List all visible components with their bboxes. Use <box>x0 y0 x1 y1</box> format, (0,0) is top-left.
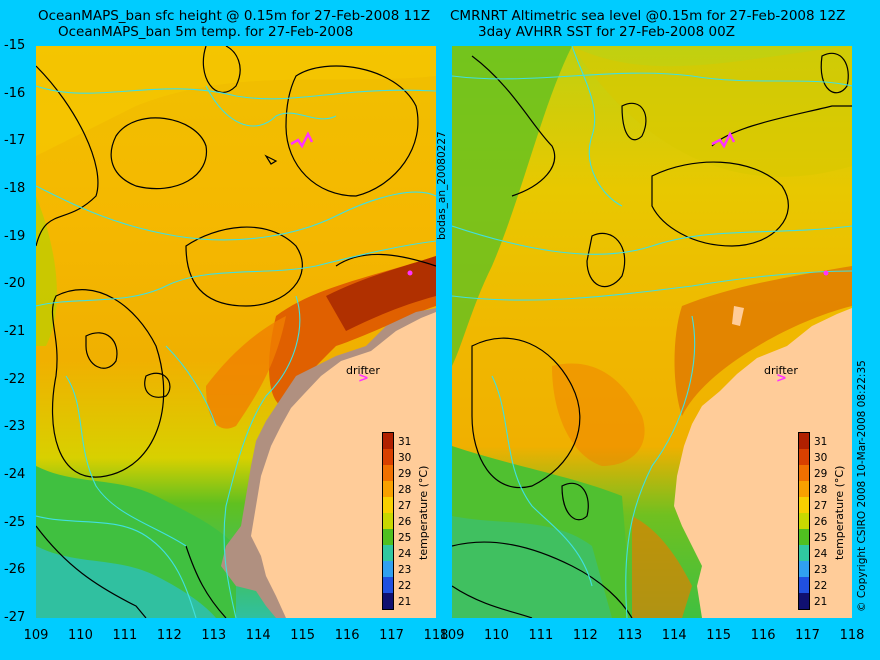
x-axis-label: 116 <box>334 628 360 643</box>
colorbar-label: 25 <box>398 532 412 544</box>
colorbar-label: 23 <box>814 564 828 576</box>
colorbar-label: 23 <box>398 564 412 576</box>
colorbar-swatch <box>799 465 809 481</box>
right-title-line2: 3day AVHRR SST for 27-Feb-2008 00Z <box>478 24 735 40</box>
colorbar-swatch <box>383 497 393 513</box>
x-axis-label: 115 <box>706 628 732 643</box>
x-axis-label: 116 <box>750 628 776 643</box>
colorbar-title: temperature (°C) <box>417 465 430 560</box>
y-axis-label: -24 <box>4 467 26 482</box>
colorbar-label: 25 <box>814 532 828 544</box>
colorbar-label: 24 <box>398 548 412 560</box>
x-axis-label: 114 <box>661 628 687 643</box>
left-title-line1: OceanMAPS_ban sfc height @ 0.15m for 27-… <box>38 8 431 24</box>
colorbar-label: 26 <box>814 516 828 528</box>
colorbar-scale <box>382 432 394 610</box>
colorbar-swatch <box>383 529 393 545</box>
colorbar-swatch <box>383 465 393 481</box>
colorbar-swatch <box>383 449 393 465</box>
right-title-line1: CMRNRT Altimetric sea level @0.15m for 2… <box>450 8 846 24</box>
x-axis-label: 115 <box>290 628 316 643</box>
colorbar-swatch <box>383 481 393 497</box>
x-axis-label: 112 <box>572 628 598 643</box>
colorbar-swatch <box>799 497 809 513</box>
colorbar-swatch <box>799 433 809 449</box>
x-axis-label: 112 <box>156 628 182 643</box>
x-axis-label: 117 <box>795 628 820 643</box>
x-axis-label: 110 <box>68 628 93 643</box>
y-axis-label: -21 <box>4 324 26 339</box>
copyright-label: © Copyright CSIRO 2008 10-Mar-2008 08:22… <box>856 360 868 612</box>
colorbar-label: 21 <box>398 596 412 608</box>
y-axis-label: -18 <box>4 181 26 196</box>
colorbar-swatch <box>799 481 809 497</box>
colorbar-label: 28 <box>398 484 412 496</box>
x-axis-label: 110 <box>484 628 509 643</box>
model-run-label: bodas_an_20080227 <box>436 131 448 240</box>
x-axis-label: 113 <box>201 628 227 643</box>
left-map-panel: drifter > <box>36 46 436 618</box>
colorbar-swatch <box>799 545 809 561</box>
x-axis-label: 114 <box>245 628 271 643</box>
colorbar-label: 31 <box>398 436 412 448</box>
y-axis-label: -27 <box>4 610 26 625</box>
colorbar-swatch <box>799 593 809 609</box>
x-axis-label: 118 <box>839 628 865 643</box>
colorbar-label: 27 <box>398 500 412 512</box>
y-axis-label: -20 <box>4 276 26 292</box>
y-axis-label: -25 <box>4 514 26 530</box>
y-axis-label: -22 <box>4 371 26 387</box>
x-axis-label: 117 <box>379 628 404 643</box>
drifter-marker-left: > <box>358 371 369 386</box>
colorbar-label: 29 <box>814 468 828 480</box>
colorbar-swatch <box>383 545 393 561</box>
x-axis-label: 109 <box>23 628 49 643</box>
left-title-line2: OceanMAPS_ban 5m temp. for 27-Feb-2008 <box>58 24 354 40</box>
left-sst-map <box>36 46 436 618</box>
colorbar-label: 22 <box>398 580 412 592</box>
colorbar-swatch <box>383 577 393 593</box>
colorbar-swatch <box>383 593 393 609</box>
x-axis-label: 109 <box>439 628 465 643</box>
colorbar-swatch <box>799 513 809 529</box>
right-sst-map <box>452 46 852 618</box>
colorbar-swatch <box>383 433 393 449</box>
colorbar-label: 24 <box>814 548 828 560</box>
colorbar-label: 26 <box>398 516 412 528</box>
x-axis-label: 118 <box>423 628 449 643</box>
y-axis-label: -19 <box>4 228 26 244</box>
right-map-panel: drifter > <box>452 46 852 618</box>
colorbar-label: 30 <box>814 452 828 464</box>
colorbar-title: temperature (°C) <box>833 465 846 560</box>
y-axis-label: -15 <box>4 38 26 53</box>
colorbar-swatch <box>383 513 393 529</box>
colorbar-scale <box>798 432 810 610</box>
x-axis-label: 111 <box>528 628 554 643</box>
drifter-marker-right: > <box>776 371 787 386</box>
x-axis-label: 111 <box>112 628 138 643</box>
colorbar-swatch <box>799 449 809 465</box>
colorbar-label: 30 <box>398 452 412 464</box>
drifter-label-left: drifter <box>346 364 380 377</box>
colorbar-label: 27 <box>814 500 828 512</box>
colorbar-swatch <box>799 529 809 545</box>
x-axis-label: 113 <box>617 628 643 643</box>
colorbar-swatch <box>799 561 809 577</box>
colorbar-swatch <box>799 577 809 593</box>
colorbar-label: 31 <box>814 436 828 448</box>
y-axis-label: -26 <box>4 562 26 578</box>
drifter-label-right: drifter <box>764 364 798 377</box>
colorbar-label: 28 <box>814 484 828 496</box>
colorbar-label: 29 <box>398 468 412 480</box>
y-axis-label: -17 <box>4 133 26 149</box>
colorbar-swatch <box>383 561 393 577</box>
colorbar-label: 21 <box>814 596 828 608</box>
y-axis-label: -23 <box>4 419 26 435</box>
y-axis-label: -16 <box>4 85 26 101</box>
colorbar-label: 22 <box>814 580 828 592</box>
